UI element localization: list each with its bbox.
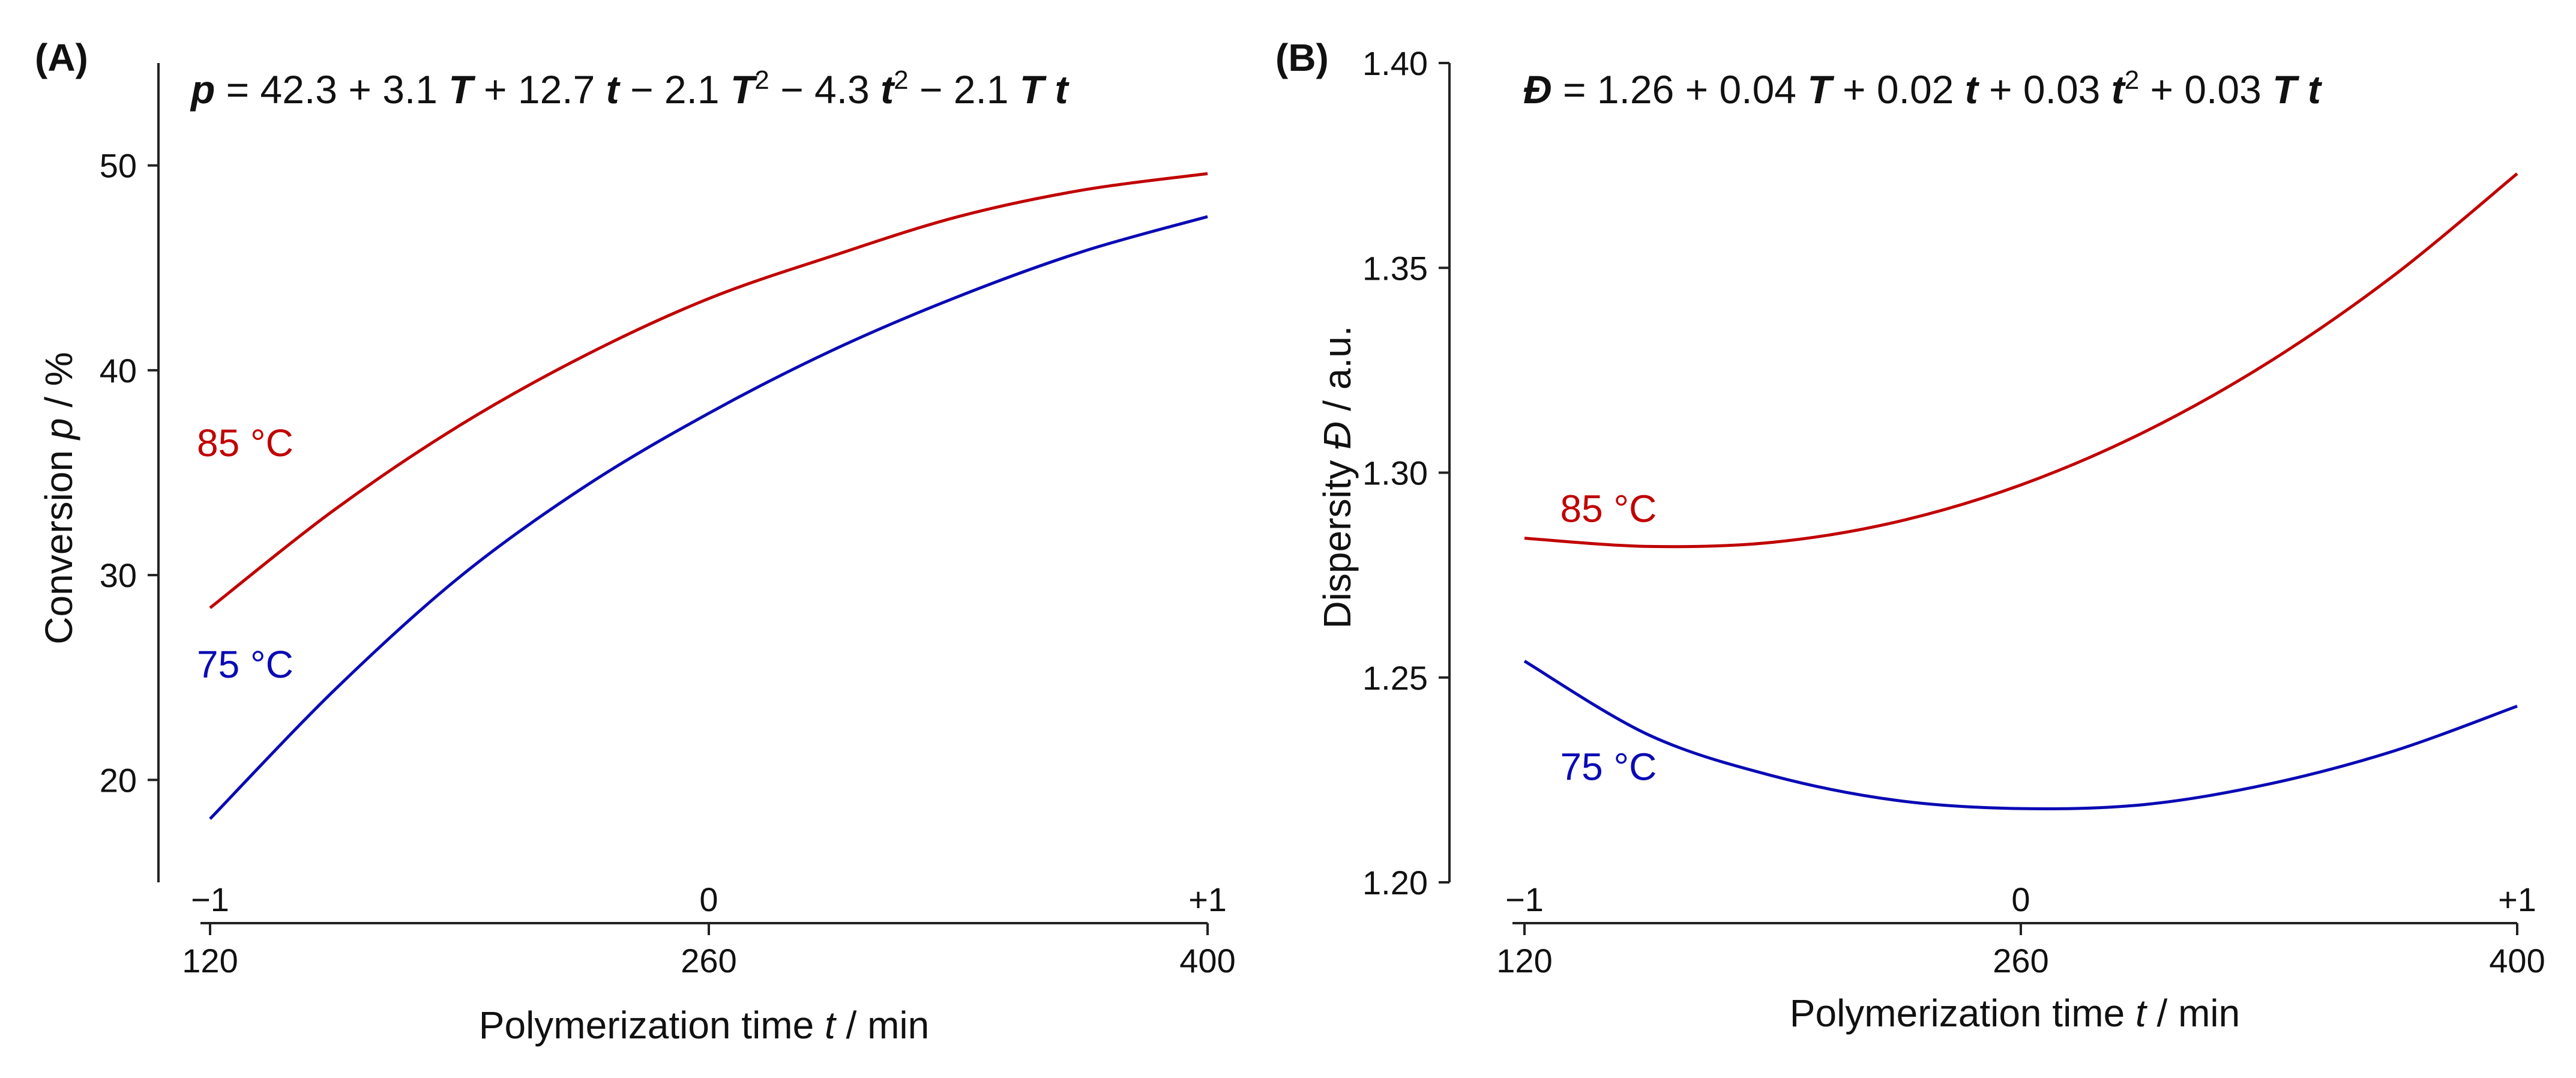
coded-level-label: 0 xyxy=(2011,881,2030,918)
series-line-85c xyxy=(1524,172,2518,549)
coded-level-label: +1 xyxy=(1188,881,1227,918)
y-tick-label: 1.25 xyxy=(1362,659,1428,697)
coded-level-label: −1 xyxy=(1505,881,1544,918)
x-tick-label: 400 xyxy=(1179,942,1235,980)
y-tick-label: 1.30 xyxy=(1362,454,1428,492)
x-tick-label: 120 xyxy=(1496,942,1552,980)
coded-level-label: 0 xyxy=(699,881,718,918)
panel-label: (A) xyxy=(35,36,88,79)
series-label-75c: 75 °C xyxy=(197,643,293,686)
coded-level-label: +1 xyxy=(2498,881,2536,918)
series-label-85c: 85 °C xyxy=(197,421,293,465)
x-tick-label: 400 xyxy=(2489,942,2545,980)
series-label-75c: 75 °C xyxy=(1560,745,1657,788)
y-tick-label: 50 xyxy=(100,147,137,185)
y-axis-label: Conversion p / % xyxy=(37,352,80,644)
y-axis-label: Dispersity Đ / a.u. xyxy=(1316,325,1359,628)
x-tick-label: 260 xyxy=(681,942,736,980)
x-axis-label: Polymerization time t / min xyxy=(479,1004,929,1047)
x-axis-label: Polymerization time t / min xyxy=(1790,992,2240,1035)
model-equation: p = 42.3 + 3.1 T + 12.7 t − 2.1 T2 − 4.3… xyxy=(190,65,1070,112)
panel-b: (B) Đ = 1.26 + 0.04 T + 0.02 t + 0.03 t2 … xyxy=(1275,36,2545,1035)
y-tick-label: 20 xyxy=(100,761,137,799)
series-label-85c: 85 °C xyxy=(1560,487,1657,530)
series-line-75c xyxy=(209,215,1208,820)
x-tick-label: 120 xyxy=(182,942,238,980)
y-tick-label: 1.40 xyxy=(1362,44,1428,82)
model-equation: Đ = 1.26 + 0.04 T + 0.02 t + 0.03 t2 + 0… xyxy=(1523,65,2323,112)
y-tick-label: 30 xyxy=(100,556,137,594)
panel-a: (A) p = 42.3 + 3.1 T + 12.7 t − 2.1 T2 − … xyxy=(35,36,1236,1047)
y-tick-label: 1.20 xyxy=(1362,864,1428,902)
y-tick-label: 40 xyxy=(100,352,137,390)
y-tick-label: 1.35 xyxy=(1362,249,1428,287)
panel-label: (B) xyxy=(1275,36,1329,79)
x-tick-label: 260 xyxy=(1993,942,2048,980)
series-line-85c xyxy=(209,172,1208,609)
series-line-75c xyxy=(1523,660,2518,811)
coded-level-label: −1 xyxy=(191,881,229,918)
